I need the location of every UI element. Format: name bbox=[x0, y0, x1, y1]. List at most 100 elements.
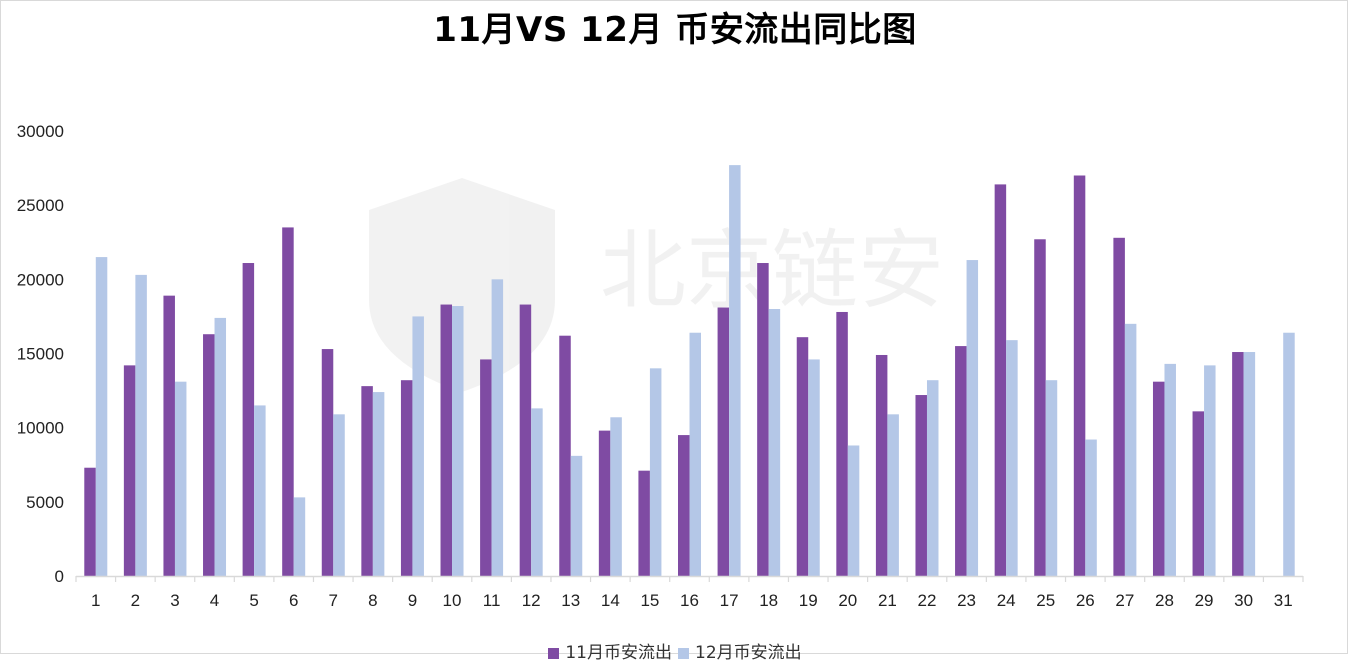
bar-dec-day-29 bbox=[1204, 365, 1216, 576]
x-tick-label: 4 bbox=[210, 591, 219, 610]
bar-dec-day-30 bbox=[1243, 352, 1256, 576]
bar-nov-day-13 bbox=[559, 335, 571, 576]
y-tick-label: 15000 bbox=[17, 345, 64, 364]
bar-dec-day-11 bbox=[491, 279, 504, 576]
x-tick-label: 27 bbox=[1115, 591, 1134, 610]
bar-dec-day-27 bbox=[1124, 323, 1137, 576]
bar-nov-day-28 bbox=[1152, 381, 1165, 576]
bar-dec-day-20 bbox=[847, 445, 860, 576]
bar-nov-day-24 bbox=[994, 184, 1007, 576]
chart-title: 11月VS 12月 币安流出同比图 bbox=[433, 10, 917, 50]
bar-nov-day-12 bbox=[519, 304, 532, 576]
bar-dec-day-16 bbox=[689, 332, 701, 576]
bar-nov-day-22 bbox=[915, 395, 927, 576]
x-tick-label: 5 bbox=[249, 591, 258, 610]
bar-dec-day-4 bbox=[214, 317, 227, 576]
bar-nov-day-10 bbox=[440, 304, 453, 576]
x-tick-label: 9 bbox=[408, 591, 417, 610]
x-tick-label: 3 bbox=[170, 591, 179, 610]
x-tick-label: 23 bbox=[957, 591, 976, 610]
bar-nov-day-3 bbox=[163, 295, 175, 576]
y-tick-label: 5000 bbox=[26, 493, 64, 512]
x-tick-label: 30 bbox=[1234, 591, 1253, 610]
bar-nov-day-29 bbox=[1192, 411, 1205, 576]
x-tick-label: 2 bbox=[131, 591, 140, 610]
x-tick-label: 16 bbox=[680, 591, 699, 610]
bar-nov-day-25 bbox=[1034, 239, 1046, 576]
x-tick-label: 21 bbox=[878, 591, 897, 610]
bar-nov-day-26 bbox=[1073, 175, 1086, 576]
bar-dec-day-24 bbox=[1006, 340, 1018, 576]
bar-nov-day-20 bbox=[836, 311, 848, 576]
svg-text:北京链安: 北京链安 bbox=[600, 221, 944, 321]
bar-nov-day-16 bbox=[678, 435, 690, 576]
legend: 11月币安流出 12月币安流出 bbox=[0, 638, 1350, 663]
bar-nov-day-9 bbox=[400, 380, 413, 576]
bar-dec-day-2 bbox=[135, 274, 147, 576]
bar-dec-day-19 bbox=[808, 359, 820, 576]
x-tick-label: 7 bbox=[329, 591, 338, 610]
bar-dec-day-8 bbox=[372, 392, 385, 576]
bar-nov-day-4 bbox=[203, 334, 215, 576]
y-tick-label: 20000 bbox=[17, 270, 64, 289]
x-tick-label: 18 bbox=[759, 591, 778, 610]
bar-dec-day-22 bbox=[926, 380, 939, 576]
bar-nov-day-18 bbox=[757, 263, 769, 576]
bar-dec-day-25 bbox=[1045, 380, 1058, 576]
x-tick-label: 6 bbox=[289, 591, 298, 610]
x-tick-label: 13 bbox=[561, 591, 580, 610]
x-tick-label: 11 bbox=[483, 591, 501, 610]
x-tick-label: 24 bbox=[997, 591, 1016, 610]
x-tick-label: 10 bbox=[443, 591, 462, 610]
bar-nov-day-11 bbox=[480, 359, 492, 576]
bar-nov-day-21 bbox=[875, 354, 888, 576]
x-tick-label: 8 bbox=[368, 591, 377, 610]
legend-item-nov: 11月币安流出 bbox=[548, 638, 672, 663]
bar-dec-day-28 bbox=[1164, 363, 1176, 576]
bar-dec-day-9 bbox=[412, 316, 424, 576]
x-tick-label: 17 bbox=[720, 591, 739, 610]
y-tick-label: 10000 bbox=[17, 419, 64, 438]
bar-nov-day-14 bbox=[598, 430, 611, 576]
bar-nov-day-6 bbox=[282, 227, 294, 577]
bar-nov-day-7 bbox=[321, 349, 334, 576]
bar-dec-day-13 bbox=[570, 455, 583, 576]
bar-nov-day-5 bbox=[242, 263, 255, 576]
y-tick-label: 30000 bbox=[17, 122, 64, 141]
bar-nov-day-17 bbox=[717, 307, 730, 576]
bar-nov-day-23 bbox=[955, 346, 967, 576]
x-tick-label: 25 bbox=[1036, 591, 1055, 610]
bar-dec-day-15 bbox=[649, 368, 662, 576]
bar-nov-day-19 bbox=[796, 337, 809, 576]
y-tick-label: 0 bbox=[55, 567, 64, 586]
x-tick-label: 1 bbox=[91, 591, 100, 610]
x-tick-label: 31 bbox=[1274, 591, 1293, 610]
x-tick-label: 20 bbox=[838, 591, 857, 610]
x-tick-label: 28 bbox=[1155, 591, 1174, 610]
bar-dec-day-21 bbox=[887, 414, 899, 576]
bar-nov-day-15 bbox=[638, 470, 650, 576]
x-tick-label: 29 bbox=[1195, 591, 1214, 610]
bar-dec-day-1 bbox=[95, 257, 108, 576]
bar-dec-day-26 bbox=[1085, 439, 1097, 576]
bar-dec-day-18 bbox=[768, 309, 781, 576]
x-tick-label: 12 bbox=[522, 591, 541, 610]
bar-nov-day-30 bbox=[1232, 352, 1244, 576]
bar-dec-day-6 bbox=[293, 497, 306, 576]
legend-label: 11月币安流出 bbox=[565, 643, 672, 663]
bar-dec-day-3 bbox=[174, 381, 187, 576]
x-tick-label: 15 bbox=[640, 591, 659, 610]
legend-swatch bbox=[678, 647, 689, 659]
bar-dec-day-17 bbox=[729, 165, 741, 576]
y-tick-label: 25000 bbox=[17, 196, 64, 215]
x-tick-label: 19 bbox=[799, 591, 818, 610]
bar-dec-day-14 bbox=[610, 417, 622, 576]
bar-dec-day-5 bbox=[254, 405, 266, 576]
bar-nov-day-2 bbox=[123, 365, 136, 576]
legend-label: 12月币安流出 bbox=[695, 643, 802, 663]
bar-dec-day-31 bbox=[1283, 332, 1295, 576]
bar-dec-day-10 bbox=[452, 306, 464, 576]
x-tick-label: 14 bbox=[601, 591, 620, 610]
